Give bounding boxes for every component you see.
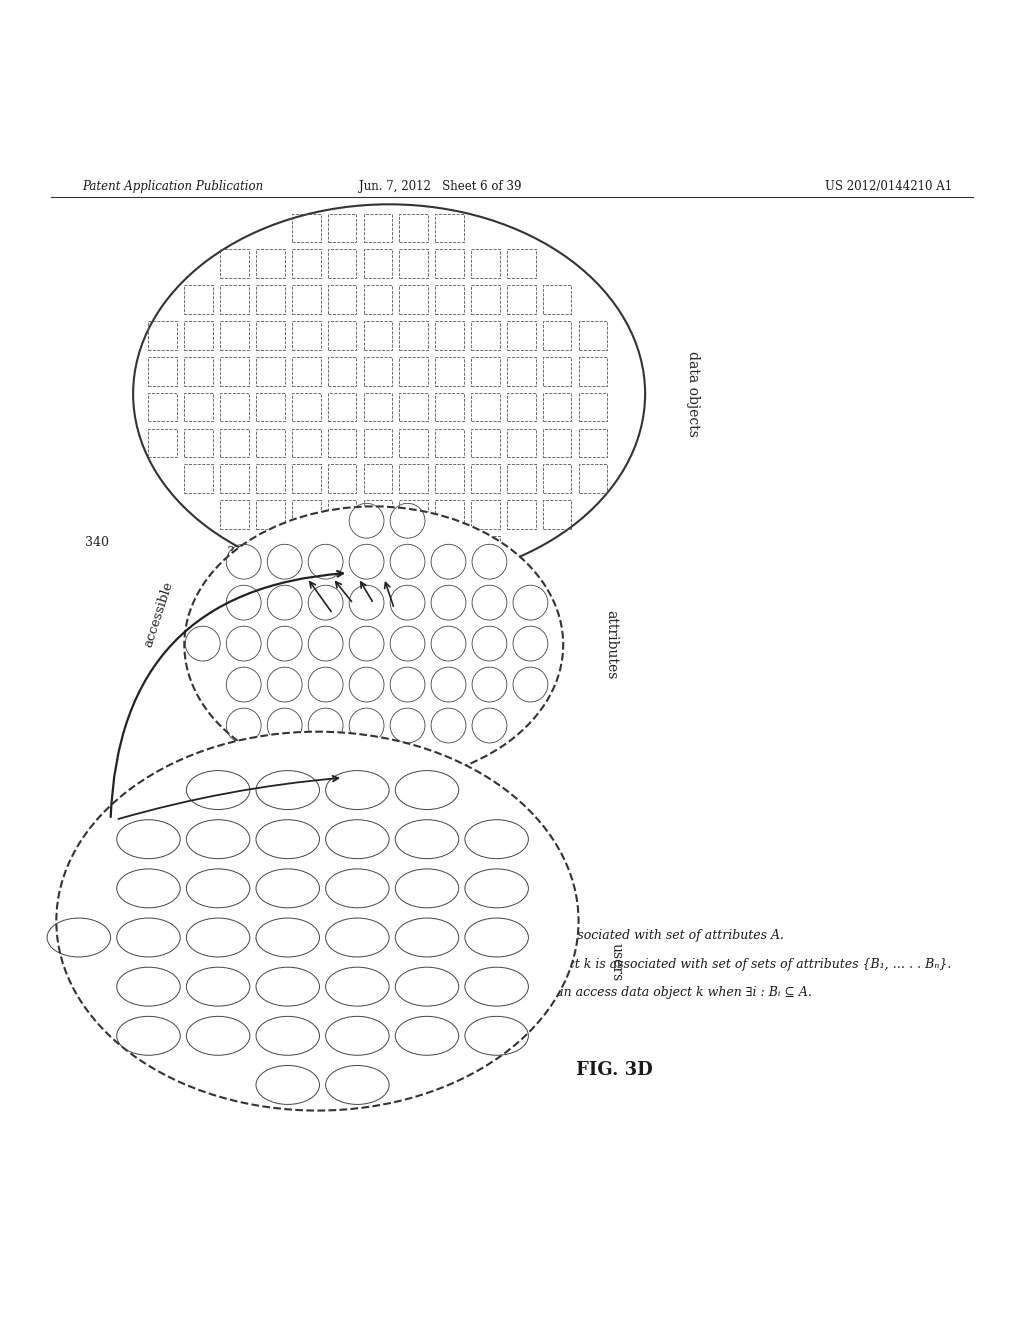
Ellipse shape	[184, 507, 563, 783]
Text: User j can access data object k when ∃i : Bᵢ ⊆ A.: User j can access data object k when ∃i …	[507, 986, 812, 999]
Text: Data object k is associated with set of sets of attributes {B₁, … . . Bₙ}.: Data object k is associated with set of …	[507, 957, 951, 970]
Text: 347: 347	[268, 577, 292, 590]
Text: US 2012/0144210 A1: US 2012/0144210 A1	[825, 181, 952, 194]
Text: 348: 348	[258, 597, 282, 610]
Text: FIG. 3D: FIG. 3D	[577, 1060, 652, 1078]
Text: User j is associated with set of attributes A.: User j is associated with set of attribu…	[507, 929, 784, 942]
Circle shape	[390, 748, 425, 784]
Text: data objects: data objects	[686, 351, 700, 437]
Text: accessible: accessible	[142, 579, 175, 648]
Text: 340: 340	[85, 536, 110, 549]
Text: 344: 344	[227, 546, 251, 558]
Text: Jun. 7, 2012   Sheet 6 of 39: Jun. 7, 2012 Sheet 6 of 39	[359, 181, 521, 194]
Text: users: users	[609, 942, 624, 981]
Circle shape	[349, 748, 384, 784]
Ellipse shape	[56, 731, 579, 1110]
Circle shape	[308, 748, 343, 784]
Text: Patent Application Publication: Patent Application Publication	[82, 181, 263, 194]
Ellipse shape	[133, 205, 645, 583]
Text: 346: 346	[251, 612, 274, 626]
Text: attributes: attributes	[604, 610, 618, 680]
Text: 342: 342	[126, 847, 151, 861]
